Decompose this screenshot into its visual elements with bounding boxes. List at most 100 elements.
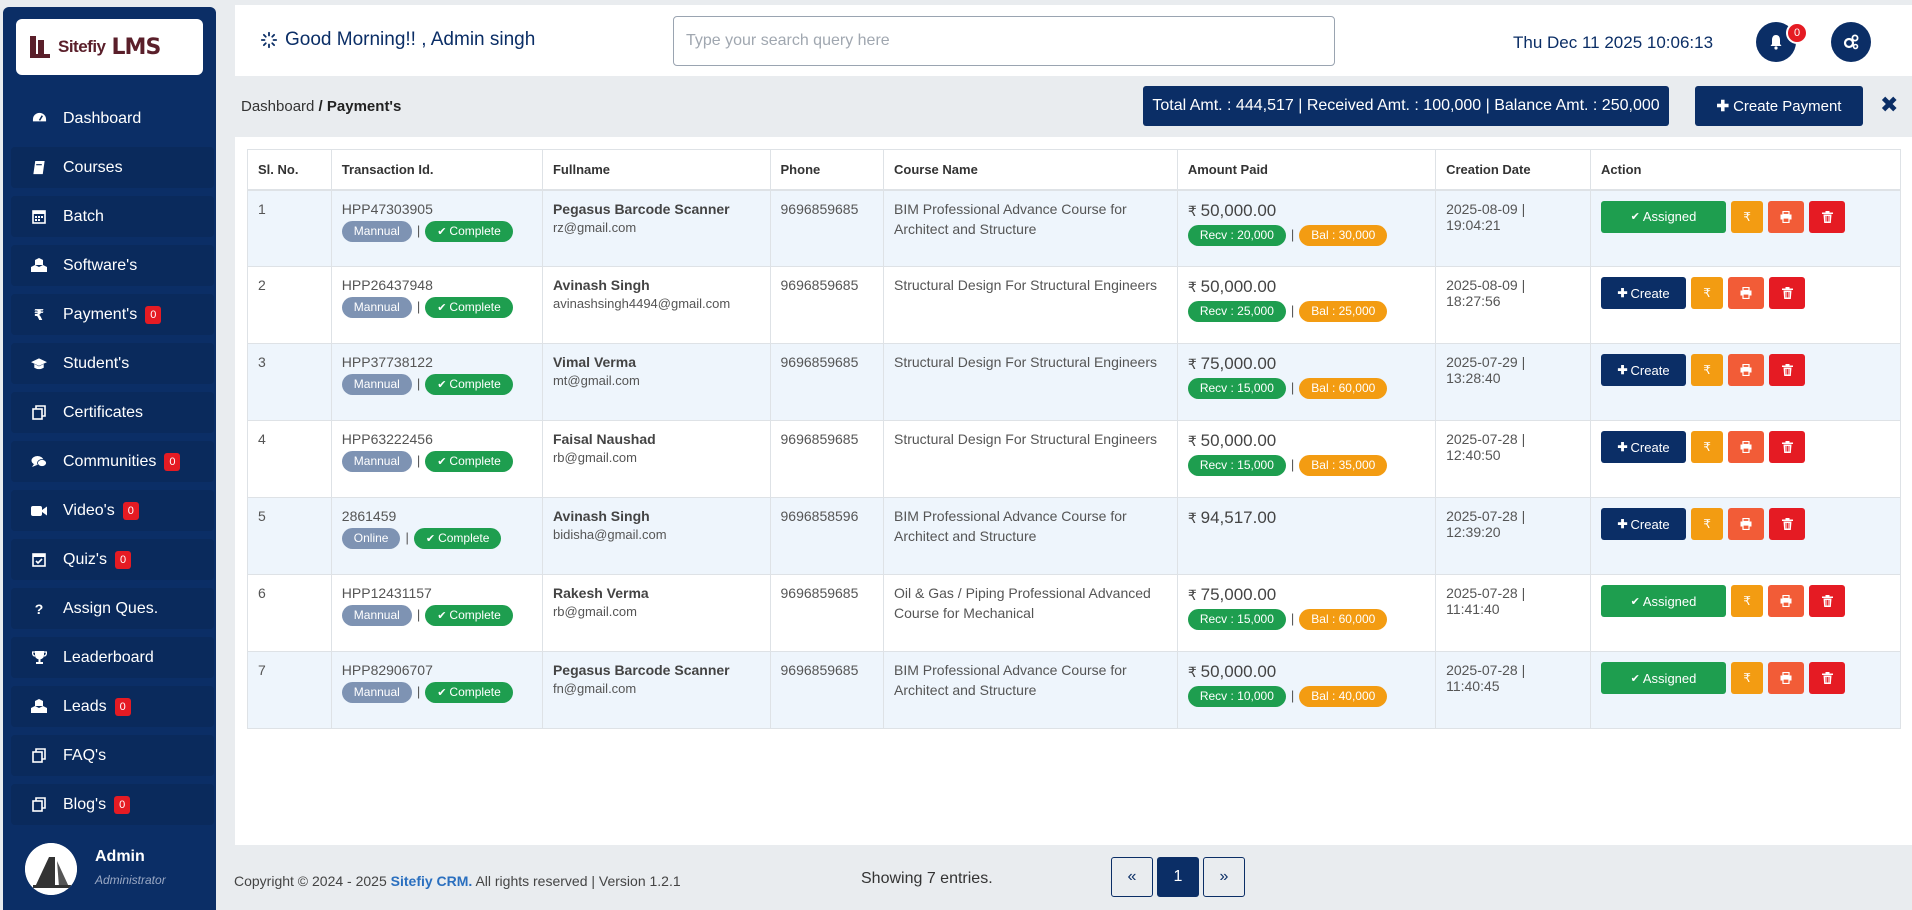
received-badge: Recv : 25,000 [1187, 301, 1286, 322]
column-header[interactable]: Action [1590, 149, 1901, 191]
sidebar-item-blog-s[interactable]: Blog's 0 [11, 784, 214, 825]
add-payment-button[interactable]: ₹ [1691, 508, 1724, 540]
trophy-icon [31, 650, 47, 666]
greeting: Good Morning!! , Admin singh [260, 29, 535, 51]
copyright-brand-link[interactable]: Sitefiy CRM. [390, 873, 473, 889]
breadcrumb-dashboard-link[interactable]: Dashboard [241, 98, 315, 115]
column-header[interactable]: Course Name [883, 149, 1178, 191]
sidebar-item-video-s[interactable]: Video's 0 [11, 490, 214, 531]
column-header[interactable]: Sl. No. [247, 149, 332, 191]
pagination-page-1[interactable]: 1 [1157, 857, 1199, 897]
delete-button[interactable] [1809, 662, 1846, 694]
status-label: Complete [449, 223, 501, 238]
sidebar-item-dashboard[interactable]: Dashboard [11, 98, 214, 139]
create-button[interactable]: ✚ Create [1601, 508, 1687, 540]
delete-button[interactable] [1769, 354, 1806, 386]
settings-button[interactable] [1831, 22, 1871, 62]
check-icon: ✔ [1630, 211, 1640, 223]
cell-transaction: HPP26437948 Mannual | ✔ Complete [330, 266, 543, 344]
assigned-button[interactable]: ✔ Assigned [1601, 200, 1727, 233]
sidebar-item-communities[interactable]: Communities 0 [11, 441, 214, 482]
transaction-tags: Mannual | ✔ Complete [341, 220, 532, 242]
add-payment-button[interactable]: ₹ [1731, 662, 1764, 694]
pagination-prev-button[interactable]: « [1111, 857, 1153, 897]
cell-phone: 9696859685 [769, 189, 885, 267]
spinner-icon [260, 31, 278, 49]
notifications-button[interactable] [1756, 22, 1796, 62]
search-input[interactable] [673, 16, 1335, 66]
print-button[interactable] [1768, 662, 1805, 694]
trash-icon [1821, 672, 1833, 684]
sidebar-item-leaderboard[interactable]: Leaderboard [11, 637, 214, 678]
cell-transaction: HPP82906707 Mannual | ✔ Complete [330, 651, 543, 729]
column-header[interactable]: Fullname [541, 149, 771, 191]
status-label: Complete [449, 454, 501, 468]
print-icon [1740, 441, 1752, 453]
print-button[interactable] [1728, 277, 1765, 309]
delete-button[interactable] [1769, 277, 1806, 309]
copyright: Copyright © 2024 - 2025 Sitefiy CRM. All… [234, 873, 681, 889]
column-header[interactable]: Phone [769, 149, 885, 191]
print-button[interactable] [1728, 354, 1765, 386]
column-header[interactable]: Creation Date [1435, 149, 1592, 191]
brand-logo[interactable]: Sitefiy LMS [16, 19, 203, 75]
sidebar-item-software-s[interactable]: Software's [11, 245, 214, 286]
delete-button[interactable] [1809, 585, 1846, 617]
add-payment-button[interactable]: ₹ [1691, 354, 1724, 386]
student-name: Avinash Singh [552, 508, 650, 524]
column-header[interactable]: Amount Paid [1176, 149, 1437, 191]
sidebar-nav: Dashboard Courses Batch Software's ₹ Payment'… [11, 98, 214, 833]
create-button[interactable]: ✚ Create [1601, 354, 1687, 386]
print-button[interactable] [1728, 431, 1765, 463]
sidebar-item-payment-s[interactable]: ₹ Payment's 0 [11, 294, 214, 335]
copyright-prefix: Copyright © 2024 - 2025 [234, 873, 391, 889]
sidebar-item-leads[interactable]: Leads 0 [11, 686, 214, 727]
cell-course: Structural Design For Structural Enginee… [883, 266, 1178, 344]
column-header[interactable]: Transaction Id. [330, 149, 543, 191]
amount-value: 50,000.00 [1200, 200, 1277, 220]
assigned-button[interactable]: ✔ Assigned [1601, 585, 1727, 617]
add-payment-button[interactable]: ₹ [1691, 431, 1724, 463]
assigned-button[interactable]: ✔ Assigned [1601, 662, 1727, 694]
plus-icon: ✚ [1716, 98, 1730, 115]
tag-separator: | [416, 607, 421, 623]
balance-badge: Bal : 35,000 [1299, 455, 1388, 476]
print-button[interactable] [1768, 585, 1805, 617]
sidebar-item-label: FAQ's [63, 746, 107, 764]
print-button[interactable] [1768, 200, 1805, 233]
create-button[interactable]: ✚ Create [1601, 277, 1687, 309]
sidebar-item-assign-ques[interactable]: ? Assign Ques. [11, 588, 214, 629]
sidebar-item-certificates[interactable]: Certificates [11, 392, 214, 433]
comments-icon [31, 454, 47, 470]
notification-count-badge: 0 [1786, 22, 1808, 44]
entries-count: Showing 7 entries. [861, 870, 993, 887]
sidebar-item-batch[interactable]: Batch [11, 196, 214, 237]
add-payment-button[interactable]: ₹ [1691, 277, 1724, 309]
print-icon [1740, 518, 1752, 530]
sidebar-item-student-s[interactable]: Student's [11, 343, 214, 384]
sidebar-item-faq-s[interactable]: FAQ's [11, 735, 214, 776]
pagination-next-button[interactable]: » [1203, 857, 1245, 897]
admin-profile[interactable]: Admin Administrator [3, 828, 216, 910]
delete-button[interactable] [1769, 508, 1806, 540]
cell-transaction: HPP12431157 Mannual | ✔ Complete [330, 574, 543, 652]
create-button[interactable]: ✚ Create [1601, 431, 1687, 463]
add-payment-button[interactable]: ₹ [1731, 200, 1764, 233]
sidebar-item-quiz-s[interactable]: Quiz's 0 [11, 539, 214, 580]
print-button[interactable] [1728, 508, 1765, 540]
avatar[interactable] [25, 843, 77, 895]
payment-mode-badge: Mannual [341, 220, 412, 242]
amount-paid: ₹ 50,000.00 [1188, 201, 1425, 221]
sidebar-item-courses[interactable]: Courses [11, 147, 214, 188]
trash-icon [1821, 210, 1833, 223]
top-header: Good Morning!! , Admin singh Thu Dec 11 … [235, 5, 1912, 76]
table-row: 1 HPP47303905 Mannual | ✔ Complete Pegasus Bar… [247, 189, 1901, 267]
create-payment-button[interactable]: ✚ Create Payment [1695, 86, 1863, 126]
add-payment-button[interactable]: ₹ [1731, 585, 1764, 617]
close-icon[interactable]: ✖ [1880, 92, 1899, 117]
transaction-id: HPP47303905 [341, 200, 433, 217]
cell-actions: ✔ Assigned ₹ [1590, 574, 1901, 652]
sidebar-item-label: Dashboard [63, 109, 142, 127]
delete-button[interactable] [1769, 431, 1806, 463]
delete-button[interactable] [1809, 200, 1846, 233]
